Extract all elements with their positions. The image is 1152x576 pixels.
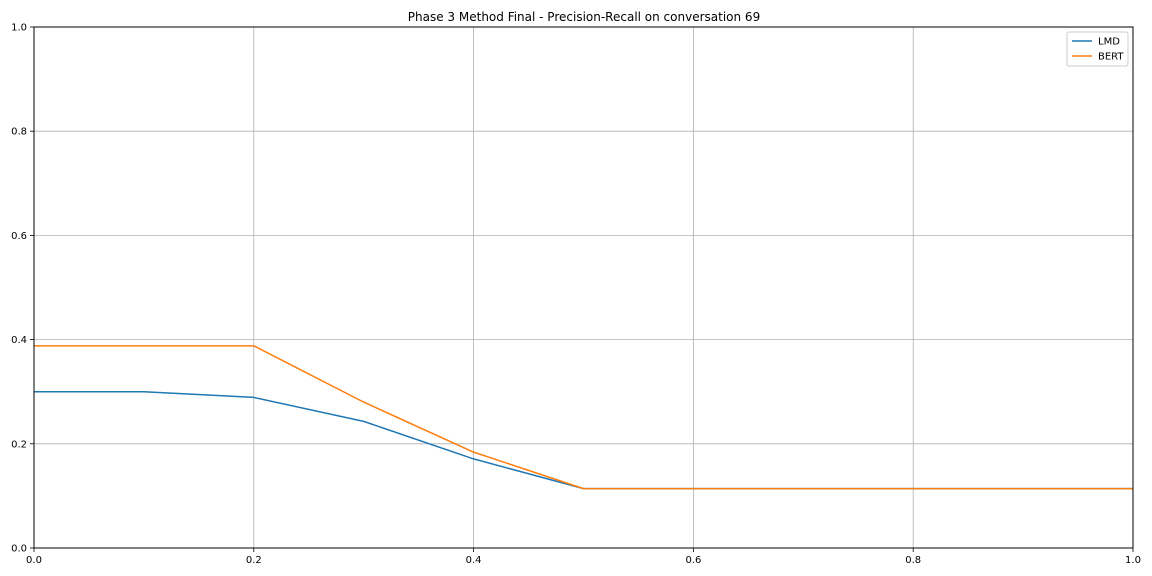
x-tick-label: 0.6 bbox=[685, 555, 701, 566]
x-tick-label: 1.0 bbox=[1125, 555, 1141, 566]
y-tick-label: 0.8 bbox=[11, 127, 27, 138]
x-tick-label: 0.2 bbox=[246, 555, 262, 566]
plot-area-frame bbox=[33, 26, 1134, 549]
series-line-lmd bbox=[34, 390, 1133, 490]
series-lines bbox=[34, 345, 1133, 490]
axis-ticks: 0.0 0.2 0.4 0.6 0.8 1.0 0.0 0.2 0.4 0.6 0.8 1.0 bbox=[11, 23, 1141, 567]
legend-label-bert: BERT bbox=[1098, 52, 1124, 63]
grid-lines bbox=[33, 26, 1134, 549]
x-tick-label: 0.0 bbox=[26, 555, 42, 566]
x-tick-label: 0.4 bbox=[466, 555, 482, 566]
y-tick-label: 0.2 bbox=[11, 439, 27, 450]
chart-title: Phase 3 Method Final - Precision-Recall … bbox=[408, 10, 760, 24]
y-tick-label: 0.0 bbox=[11, 544, 27, 555]
x-tick-label: 0.8 bbox=[905, 555, 921, 566]
y-tick-label: 0.4 bbox=[11, 335, 27, 346]
y-tick-label: 1.0 bbox=[11, 23, 27, 34]
y-tick-label: 0.6 bbox=[11, 231, 27, 242]
legend: LMD BERT bbox=[1066, 31, 1129, 67]
legend-label-lmd: LMD bbox=[1098, 37, 1120, 48]
series-line-bert bbox=[34, 345, 1133, 490]
